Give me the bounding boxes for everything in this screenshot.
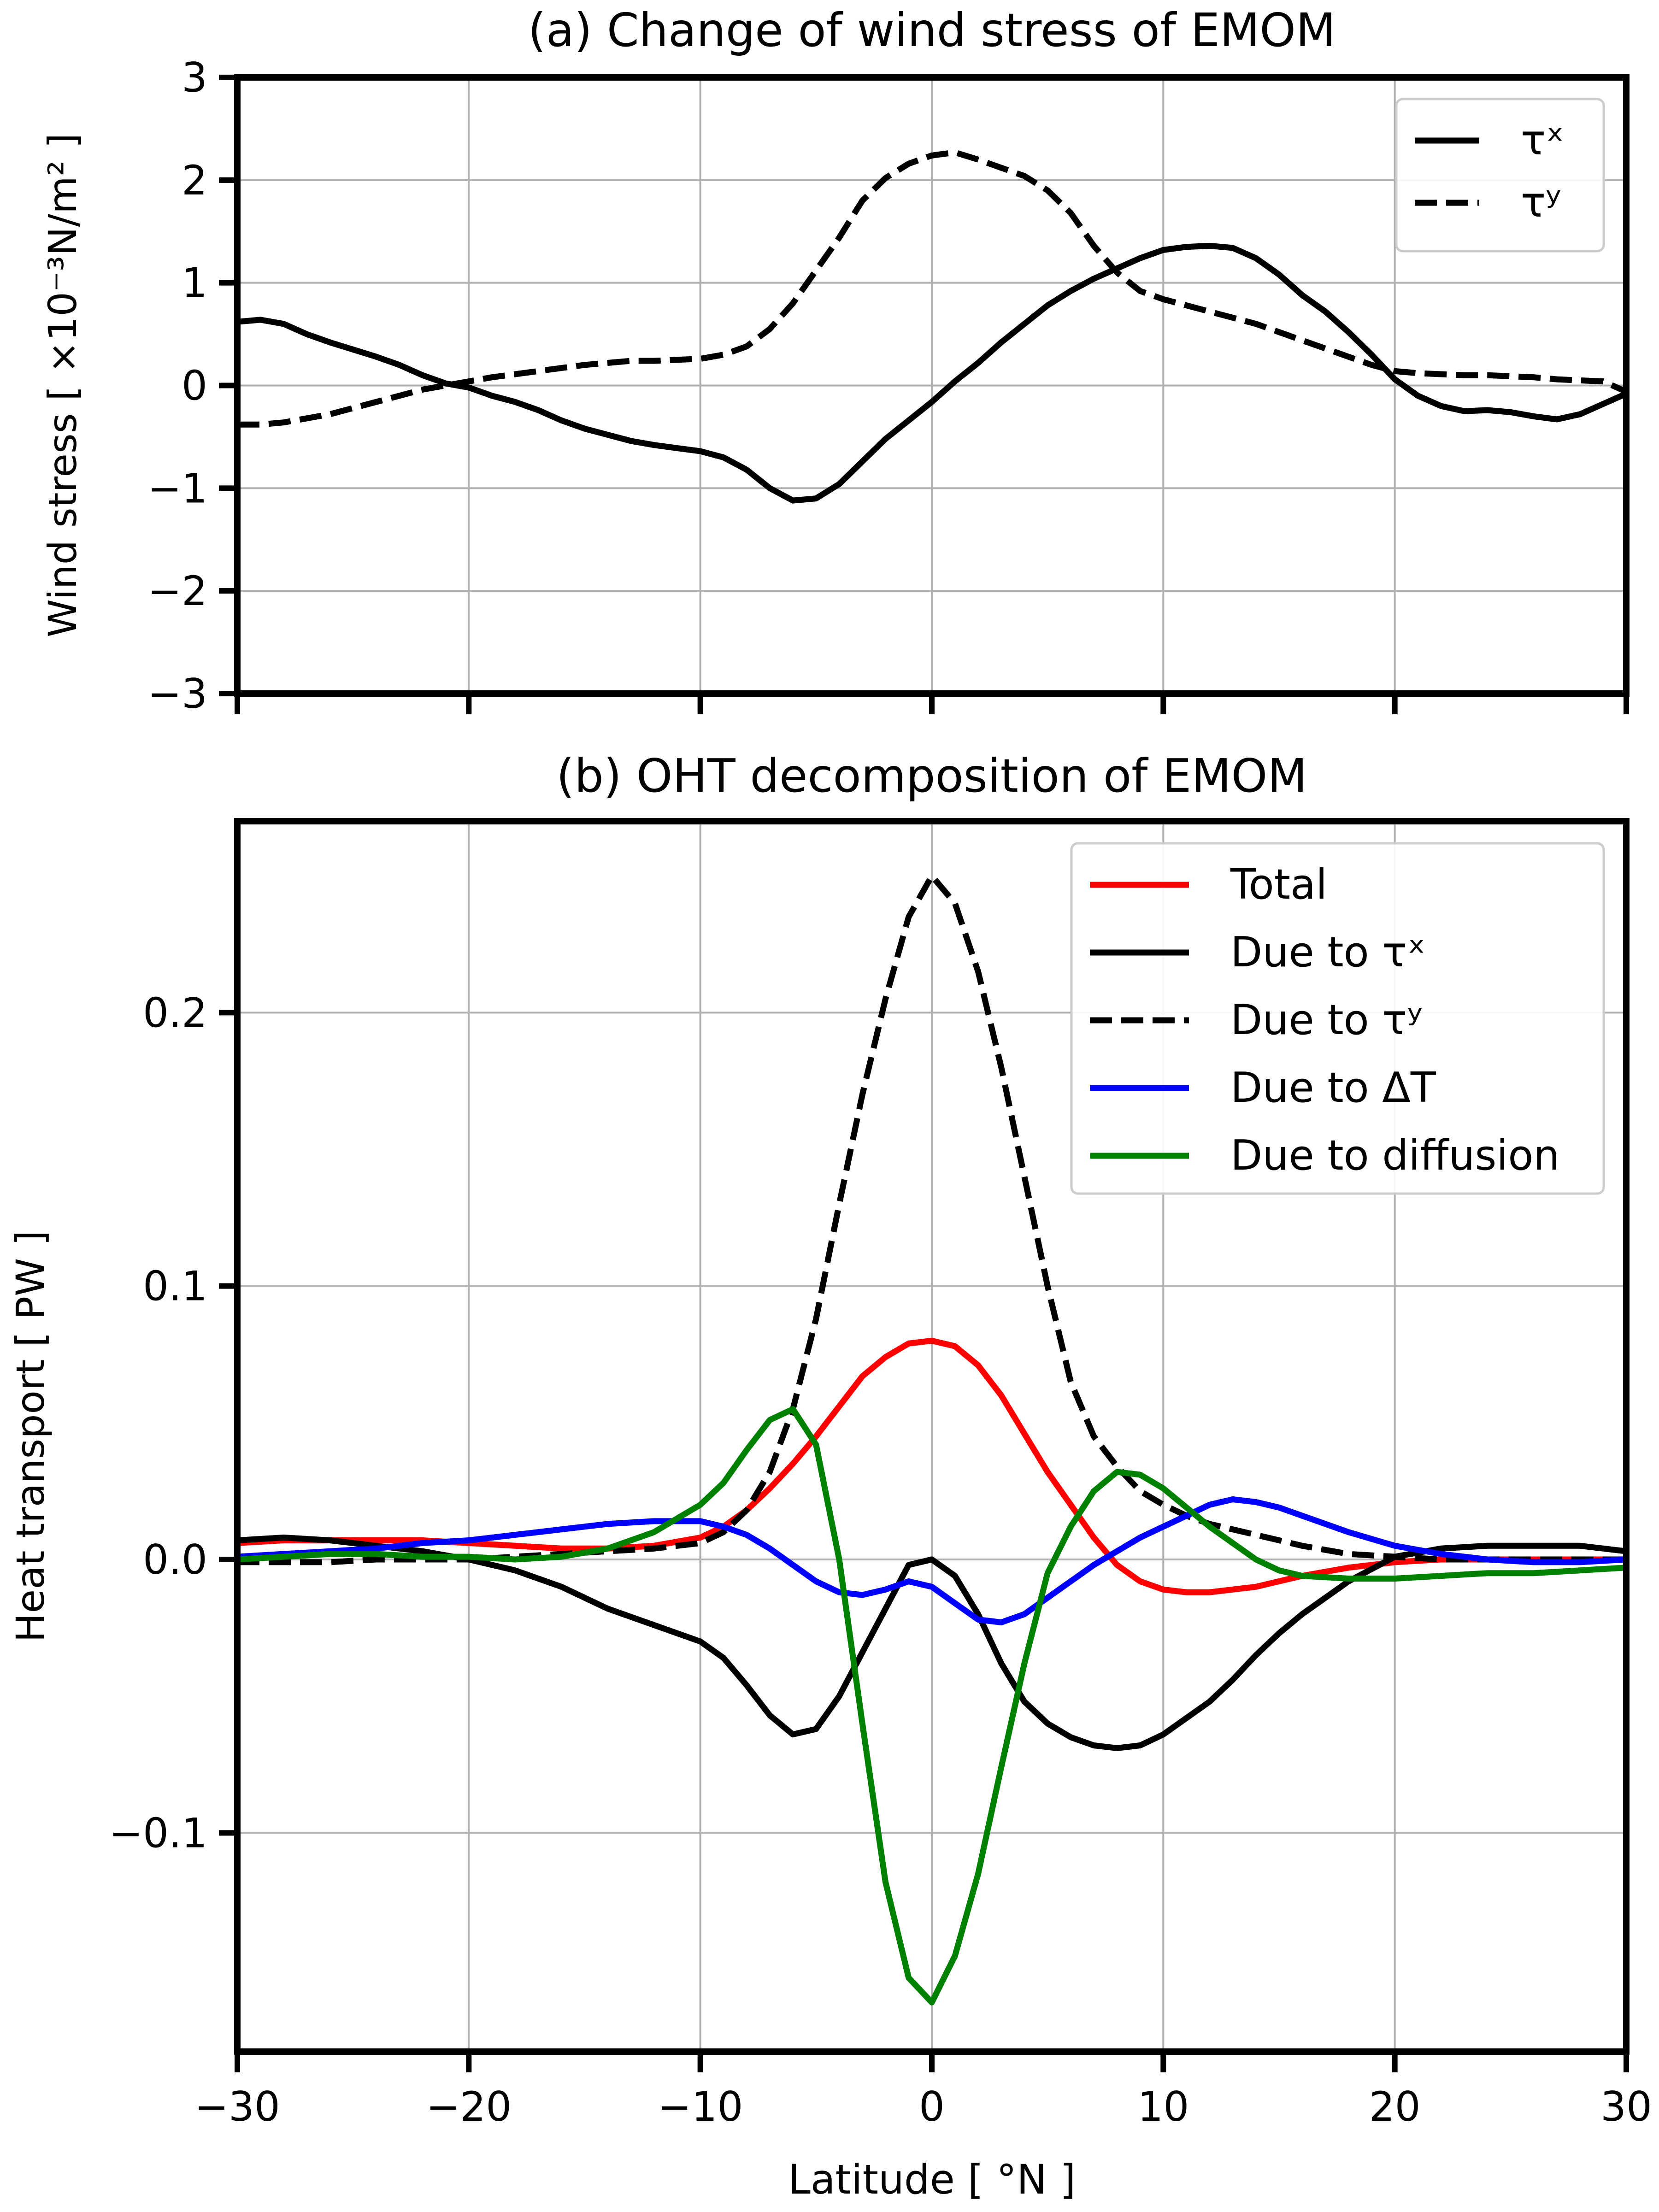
x-tick-label: 0 <box>919 2083 945 2130</box>
legend-label: Due to ΔT <box>1230 1064 1436 1112</box>
series-line <box>237 149 1628 428</box>
panel-a-ylabel: Wind stress [ ×10⁻³N/m² ] <box>40 133 85 637</box>
y-tick-label: 1 <box>182 259 207 307</box>
legend-label: Total <box>1230 860 1327 909</box>
y-tick-label: −2 <box>147 567 207 615</box>
y-tick-label: 0.2 <box>143 989 207 1036</box>
panel-a: (a) Change of wind stress of EMOM −3 −2 −1… <box>40 3 1630 718</box>
series-line <box>237 1406 1627 2006</box>
x-tick-label: 20 <box>1369 2083 1421 2130</box>
x-tick-label: −20 <box>426 2083 512 2130</box>
panel-b: (b) OHT decomposition of EMOM −0.1 0.0 0.1… <box>8 749 1652 2203</box>
y-tick-label: −0.1 <box>109 1809 207 1857</box>
legend-box <box>1070 842 1605 1195</box>
series-line <box>237 242 1628 504</box>
x-tick-label: −30 <box>194 2083 280 2130</box>
panel-b-xlabel: Latitude [ °N ] <box>788 2156 1076 2203</box>
panel-b-title: (b) OHT decomposition of EMOM <box>556 749 1307 803</box>
legend-label: τˣ <box>1521 116 1564 165</box>
y-tick-label: 0.0 <box>143 1536 207 1583</box>
y-tick-label: 0.1 <box>143 1263 207 1310</box>
legend-label: τʸ <box>1521 178 1561 227</box>
legend-box <box>1395 98 1605 253</box>
panel-b-ticks: −0.1 0.0 0.1 0.2 −30 −20 −10 0 10 20 30 <box>109 989 1652 2130</box>
y-tick-label: −3 <box>147 670 207 718</box>
panel-b-lines <box>237 873 1627 2006</box>
panel-a-lines <box>237 149 1628 504</box>
x-tick-label: −10 <box>658 2083 743 2130</box>
legend-label: Due to τˣ <box>1230 928 1425 977</box>
series-line <box>237 1535 1627 1751</box>
y-tick-label: 0 <box>182 362 207 410</box>
x-tick-label: 30 <box>1600 2083 1652 2130</box>
panel-a-ticks: −3 −2 −1 0 1 2 3 <box>147 54 1629 718</box>
panel-a-title: (a) Change of wind stress of EMOM <box>528 3 1336 57</box>
y-tick-label: −1 <box>147 465 207 512</box>
legend-label: Due to τʸ <box>1230 996 1423 1044</box>
series-line <box>237 1496 1627 1625</box>
x-tick-label: 10 <box>1137 2083 1189 2130</box>
panel-b-legend: Total Due to τˣ Due to τʸ Due to ΔT Due to d… <box>1070 842 1605 1195</box>
y-tick-label: 3 <box>182 54 207 101</box>
panel-b-ylabel: Heat transport [ PW ] <box>8 1230 53 1642</box>
panel-a-legend: τˣ τʸ <box>1395 98 1605 253</box>
legend-label: Due to diffusion <box>1230 1131 1559 1180</box>
y-tick-label: 2 <box>182 157 207 204</box>
